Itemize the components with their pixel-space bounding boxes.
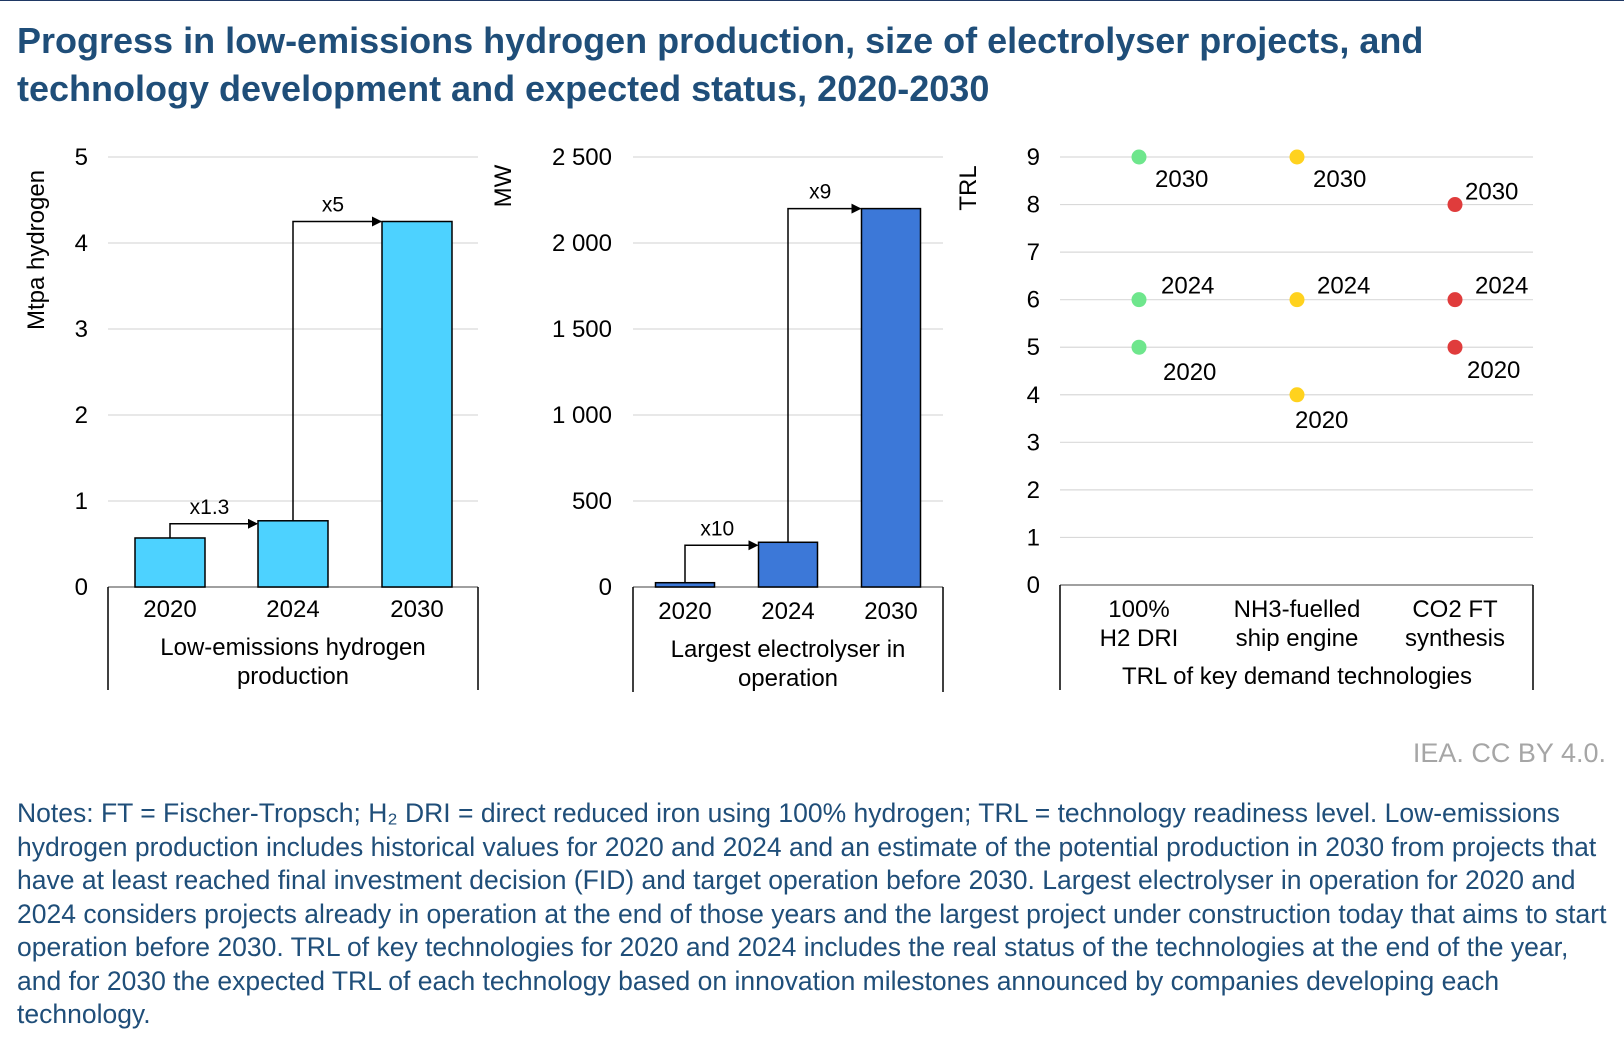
y-tick-label: 7	[1027, 239, 1040, 266]
x-tick-label: 2024	[761, 598, 814, 625]
y-axis-title: MW	[490, 164, 517, 207]
y-tick-label: 6	[1027, 287, 1040, 314]
y-tick-label: 8	[1027, 192, 1040, 219]
trl-point	[1447, 197, 1463, 213]
y-tick-label: 1 000	[552, 402, 612, 429]
point-year-label: 2030	[1465, 179, 1518, 206]
group-label: TRL of key demand technologies	[1122, 663, 1472, 690]
bar	[860, 207, 922, 588]
y-tick-label: 0	[599, 574, 612, 601]
x-tick-label: 2030	[390, 596, 443, 623]
group-label: Largest electrolyser in	[671, 636, 906, 663]
growth-label: x5	[322, 194, 344, 217]
top-rule	[0, 0, 1624, 1]
x-tick-label: 100%	[1108, 596, 1169, 623]
point-year-label: 2020	[1163, 359, 1216, 386]
bar	[654, 581, 716, 588]
y-tick-label: 500	[572, 488, 612, 515]
trl-point	[1131, 149, 1147, 165]
growth-arrow	[684, 540, 759, 583]
y-tick-label: 1 500	[552, 316, 612, 343]
y-axis-title: TRL	[955, 165, 982, 210]
y-tick-label: 9	[1027, 144, 1040, 171]
x-tick-label: 2020	[143, 596, 196, 623]
point-year-label: 2024	[1475, 273, 1528, 300]
x-tick-label: NH3-fuelled	[1234, 596, 1361, 623]
y-tick-label: 1	[1027, 524, 1040, 551]
trl-point	[1289, 149, 1305, 165]
trl-point	[1289, 387, 1305, 403]
bar	[381, 220, 453, 588]
y-tick-label: 2	[75, 402, 88, 429]
credit: IEA. CC BY 4.0.	[1412, 738, 1606, 768]
growth-label: x1.3	[190, 496, 230, 519]
chart-title: Progress in low-emissions hydrogen produ…	[17, 20, 1424, 109]
group-label: Low-emissions hydrogen	[160, 634, 425, 661]
trl-point	[1131, 339, 1147, 355]
y-tick-label: 2	[1027, 477, 1040, 504]
point-year-label: 2030	[1313, 166, 1366, 193]
y-tick-label: 2 000	[552, 230, 612, 257]
x-tick-label: synthesis	[1405, 625, 1505, 652]
x-tick-label: 2020	[658, 598, 711, 625]
growth-arrow	[787, 203, 862, 543]
y-tick-label: 3	[1027, 429, 1040, 456]
group-label: operation	[738, 665, 838, 692]
point-year-label: 2020	[1295, 407, 1348, 434]
trl-point	[1131, 292, 1147, 308]
y-tick-label: 3	[75, 316, 88, 343]
point-year-label: 2024	[1317, 273, 1370, 300]
x-tick-label: 2030	[864, 598, 917, 625]
point-year-label: 2030	[1155, 166, 1208, 193]
x-tick-label: H2 DRI	[1100, 625, 1179, 652]
x-tick-label: 2024	[266, 596, 319, 623]
trl-point	[1447, 339, 1463, 355]
x-tick-label: ship engine	[1236, 625, 1359, 652]
growth-arrow	[292, 216, 382, 521]
y-tick-label: 5	[75, 144, 88, 171]
y-tick-label: 5	[1027, 334, 1040, 361]
trl-point	[1447, 292, 1463, 308]
bar	[134, 537, 206, 588]
trl-point	[1289, 292, 1305, 308]
trl-chart: 0 1 2 3 4 5 6 7 8 9 TRL TRL of key demand technolog…	[955, 144, 1534, 690]
growth-label: x9	[809, 181, 831, 204]
y-tick-label: 4	[1027, 382, 1040, 409]
y-tick-label: 0	[1027, 572, 1040, 599]
y-axis-title: Mtpa hydrogen	[23, 170, 50, 330]
largest-electrolyser-chart: 0 500 1 000 1 500 2 000 2 500 MW Largest electr…	[490, 144, 944, 692]
notes: Notes: FT = Fischer-Tropsch; H₂ DRI = di…	[17, 798, 1607, 1029]
point-year-label: 2020	[1467, 357, 1520, 384]
y-tick-label: 2 500	[552, 144, 612, 171]
y-tick-label: 1	[75, 488, 88, 515]
growth-label: x10	[700, 517, 734, 540]
x-tick-label: CO2 FT	[1412, 596, 1498, 623]
bar	[257, 520, 329, 588]
growth-arrow	[169, 518, 258, 538]
bar	[757, 541, 819, 588]
point-year-label: 2024	[1161, 273, 1214, 300]
charts-canvas: 0 1 2 3 4 5 Mtpa hydrogen Low-emissions hydroge…	[23, 144, 1534, 692]
hydrogen-production-chart: 0 1 2 3 4 5 Mtpa hydrogen Low-emissions hydroge…	[23, 144, 479, 690]
y-tick-label: 0	[75, 574, 88, 601]
y-tick-label: 4	[75, 230, 88, 257]
group-label: production	[237, 663, 349, 690]
